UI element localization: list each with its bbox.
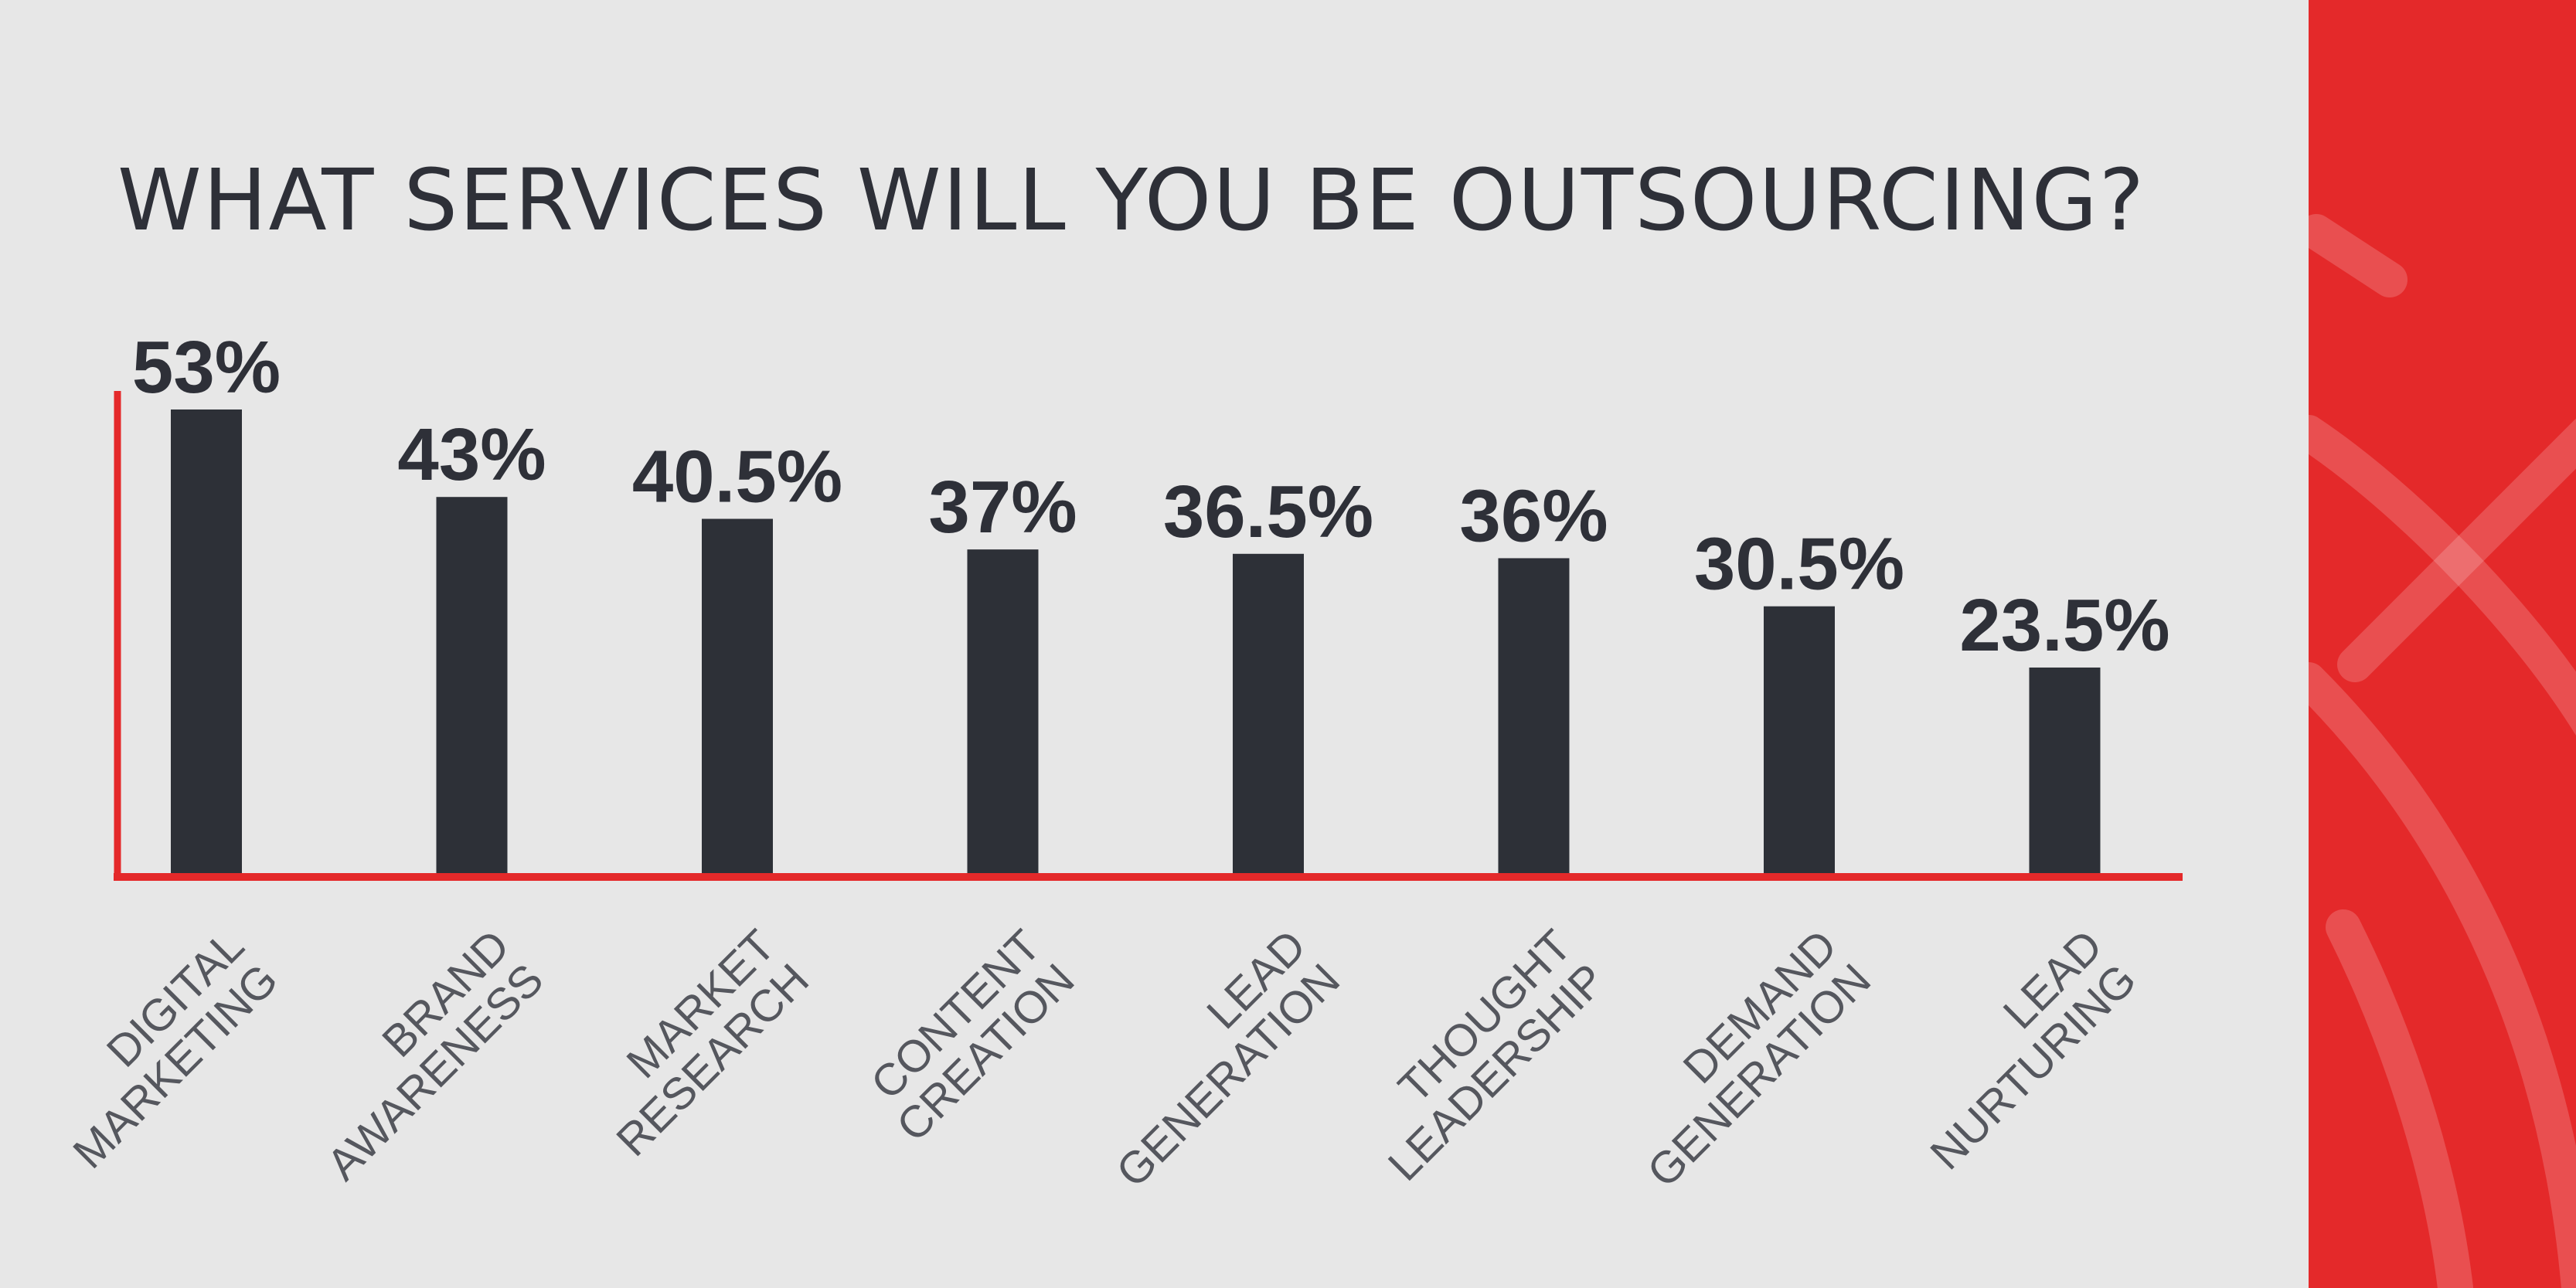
category-label-6: DEMANDGENERATION [1604,920,1880,1197]
category-label-3: CONTENTCREATION [853,920,1084,1151]
category-labels-layer: DIGITALMARKETING BRANDAWARENESS MARKETRESE… [29,920,2146,1197]
bar-3 [967,549,1039,873]
bar-0 [171,410,242,873]
bar-7 [2029,667,2101,873]
bar-2 [702,518,773,873]
value-label-6: 30.5% [1694,523,1904,606]
bar-5 [1498,558,1570,873]
value-label-2: 40.5% [632,436,842,518]
value-label-5: 36% [1459,474,1608,557]
bars-layer [171,410,2101,873]
category-label-1: BRANDAWARENESS [284,920,553,1190]
decorative-arc-pattern-icon [2309,214,2576,1288]
category-label-7: LEADNURTURING [1887,920,2146,1179]
category-label-2: MARKETRESEARCH [573,920,818,1166]
category-label-5: THOUGHTLEADERSHIP [1345,920,1615,1191]
decorative-red-panel [2309,0,2576,1288]
value-label-7: 23.5% [1959,584,2169,667]
value-label-1: 43% [397,413,546,496]
value-label-3: 37% [928,466,1077,549]
page-title: WHAT SERVICES WILL YOU BE OUTSOURCING? [117,151,2146,250]
value-label-0: 53% [132,326,281,409]
category-label-0: DIGITALMARKETING [29,920,288,1178]
category-label-4: LEADGENERATION [1073,920,1349,1197]
bar-1 [436,497,508,873]
value-labels-layer: 53% 43% 40.5% 37% 36.5% 36% 30.5% 23.5% [132,326,2170,667]
bar-6 [1764,606,1835,873]
value-label-4: 36.5% [1163,471,1373,553]
bar-4 [1233,553,1304,873]
